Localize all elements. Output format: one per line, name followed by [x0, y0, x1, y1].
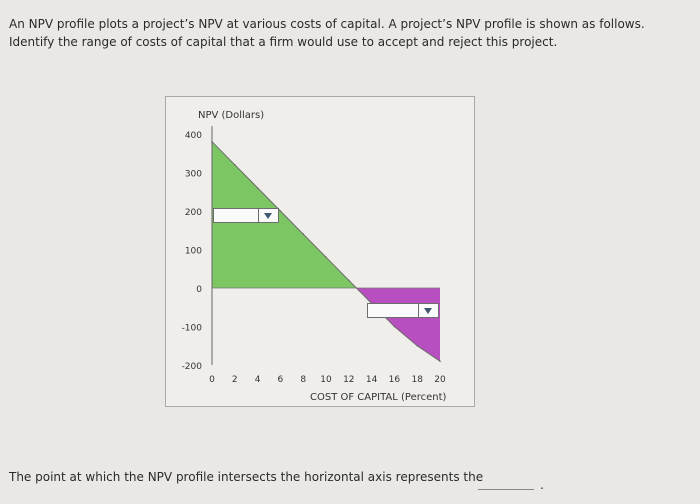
x-tick-label: 4	[255, 375, 261, 385]
npv-chart-svg: NPV (Dollars) COST OF CAPITAL (Percent) …	[182, 110, 447, 403]
y-tick-label: 100	[185, 247, 202, 257]
y-tick-label: -100	[182, 324, 203, 334]
x-tick-label: 6	[278, 375, 284, 385]
followup-text: The point at which the NPV profile inter…	[9, 470, 484, 484]
y-axis-label: NPV (Dollars)	[198, 110, 264, 121]
reject-range-dropdown[interactable]	[367, 303, 439, 318]
x-tick-label: 16	[389, 375, 401, 385]
x-tick-label: 8	[300, 375, 306, 385]
npv-data-point	[348, 279, 350, 282]
y-tick-label: -200	[182, 362, 203, 372]
y-tick-label: 400	[185, 131, 202, 141]
x-tick-label: 10	[320, 375, 332, 385]
x-tick-label: 14	[366, 375, 378, 385]
npv-data-point	[256, 187, 259, 189]
x-tick-label: 0	[209, 375, 215, 385]
chevron-down-icon	[418, 304, 438, 317]
npv-data-point	[439, 360, 441, 362]
question-text: An NPV profile plots a project’s NPV at …	[9, 17, 645, 49]
negative-npv-area	[356, 288, 440, 362]
chevron-down-icon	[258, 209, 278, 222]
npv-data-point	[302, 233, 304, 235]
npv-data-point	[279, 210, 282, 212]
npv-data-point	[325, 256, 327, 258]
y-tick-label: 300	[185, 170, 202, 180]
y-tick-label: 200	[185, 208, 202, 218]
x-axis-label: COST OF CAPITAL (Percent)	[310, 392, 447, 403]
x-tick-label: 2	[232, 375, 238, 385]
npv-data-point	[393, 325, 396, 328]
period-mark: .	[540, 478, 544, 492]
npv-data-point	[211, 140, 213, 143]
npv-data-point	[234, 164, 236, 166]
npv-profile-chart: NPV (Dollars) COST OF CAPITAL (Percent) …	[165, 96, 475, 407]
y-tick-label: 0	[196, 285, 202, 295]
x-tick-label: 12	[343, 375, 354, 385]
x-tick-label: 18	[411, 375, 423, 385]
accept-range-dropdown[interactable]	[213, 208, 279, 223]
npv-data-point	[416, 344, 418, 347]
x-tick-label: 20	[434, 375, 446, 385]
answer-blank[interactable]	[478, 479, 534, 490]
